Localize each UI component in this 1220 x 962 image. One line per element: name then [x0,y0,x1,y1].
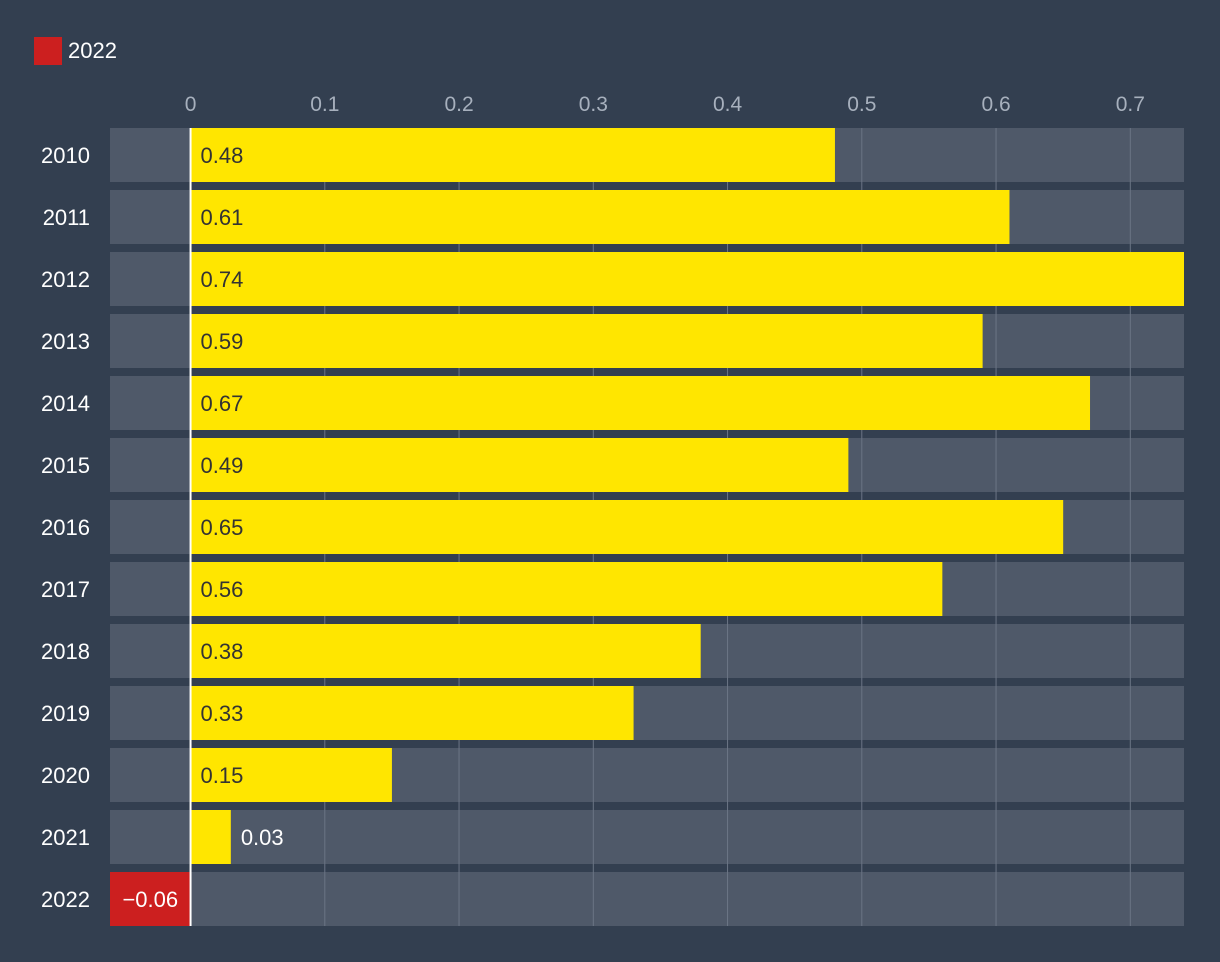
category-label: 2012 [41,267,90,292]
category-label: 2020 [41,763,90,788]
value-label: −0.06 [122,887,178,912]
value-label: 0.33 [201,701,244,726]
x-tick-label: 0.5 [847,93,876,116]
bar [190,562,943,616]
bar [190,686,634,740]
value-label: 0.15 [201,763,244,788]
category-label: 2015 [41,453,90,478]
value-label: 0.48 [201,143,244,168]
value-label: 0.74 [201,267,244,292]
category-label: 2013 [41,329,90,354]
category-label: 2010 [41,143,90,168]
bar [190,500,1064,554]
value-label: 0.59 [201,329,244,354]
bar [190,810,231,864]
x-tick-label: 0.3 [579,93,608,116]
legend-swatch [34,37,62,65]
category-label: 2022 [41,887,90,912]
bar [190,252,1185,306]
x-tick-label: 0.1 [310,93,339,116]
legend: 2022 [34,37,117,65]
value-label: 0.61 [201,205,244,230]
x-tick-label: 0.6 [981,93,1010,116]
bar [190,190,1010,244]
legend-label: 2022 [68,38,117,63]
bar [190,314,983,368]
bar [190,438,849,492]
value-label: 0.56 [201,577,244,602]
bar-track [110,810,1184,864]
x-tick-label: 0.2 [444,93,473,116]
category-label: 2017 [41,577,90,602]
category-label: 2019 [41,701,90,726]
category-label: 2018 [41,639,90,664]
category-label: 2011 [43,205,90,230]
category-label: 2014 [41,391,90,416]
category-label: 2021 [41,825,90,850]
value-label: 0.67 [201,391,244,416]
x-tick-label: 0 [185,93,197,116]
value-label: 0.49 [201,453,244,478]
bar-track [110,872,1184,926]
value-label: 0.65 [201,515,244,540]
x-tick-label: 0.7 [1116,93,1145,116]
bar [190,376,1091,430]
bar [110,872,191,926]
value-label: 0.38 [201,639,244,664]
bar [190,748,392,802]
x-tick-label: 0.4 [713,93,743,116]
value-label: 0.03 [241,825,284,850]
category-label: 2016 [41,515,90,540]
bar [190,624,701,678]
bar [190,128,835,182]
